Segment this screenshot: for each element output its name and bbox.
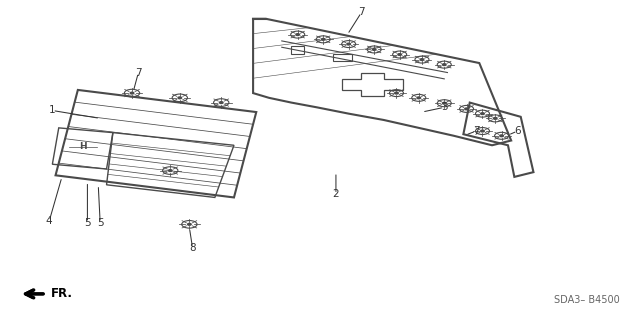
Circle shape bbox=[500, 135, 504, 137]
Text: SDA3– B4500: SDA3– B4500 bbox=[554, 295, 620, 305]
Circle shape bbox=[296, 34, 300, 35]
Text: H: H bbox=[79, 142, 86, 151]
Text: 6: 6 bbox=[514, 126, 521, 136]
Text: 5: 5 bbox=[84, 218, 91, 228]
Circle shape bbox=[481, 113, 484, 115]
Text: 7: 7 bbox=[135, 68, 141, 78]
Text: 2: 2 bbox=[333, 189, 339, 199]
Circle shape bbox=[417, 97, 420, 99]
Circle shape bbox=[188, 223, 191, 225]
Circle shape bbox=[398, 54, 401, 56]
Text: 5: 5 bbox=[97, 218, 104, 228]
Circle shape bbox=[442, 102, 446, 104]
Circle shape bbox=[178, 97, 182, 99]
Circle shape bbox=[220, 102, 223, 103]
Circle shape bbox=[442, 64, 446, 65]
Text: 4: 4 bbox=[46, 216, 52, 226]
Text: 1: 1 bbox=[49, 106, 56, 115]
Circle shape bbox=[465, 108, 468, 110]
Circle shape bbox=[493, 117, 497, 119]
Circle shape bbox=[420, 59, 424, 61]
Circle shape bbox=[321, 39, 325, 40]
Circle shape bbox=[372, 48, 376, 50]
Circle shape bbox=[481, 130, 484, 132]
Text: 7: 7 bbox=[473, 126, 479, 136]
Circle shape bbox=[347, 43, 351, 45]
Circle shape bbox=[130, 92, 134, 94]
Text: FR.: FR. bbox=[51, 287, 73, 300]
Text: 7: 7 bbox=[358, 7, 365, 18]
Text: 8: 8 bbox=[189, 243, 196, 253]
Circle shape bbox=[395, 92, 398, 94]
Circle shape bbox=[168, 170, 172, 171]
Text: 3: 3 bbox=[441, 102, 447, 112]
